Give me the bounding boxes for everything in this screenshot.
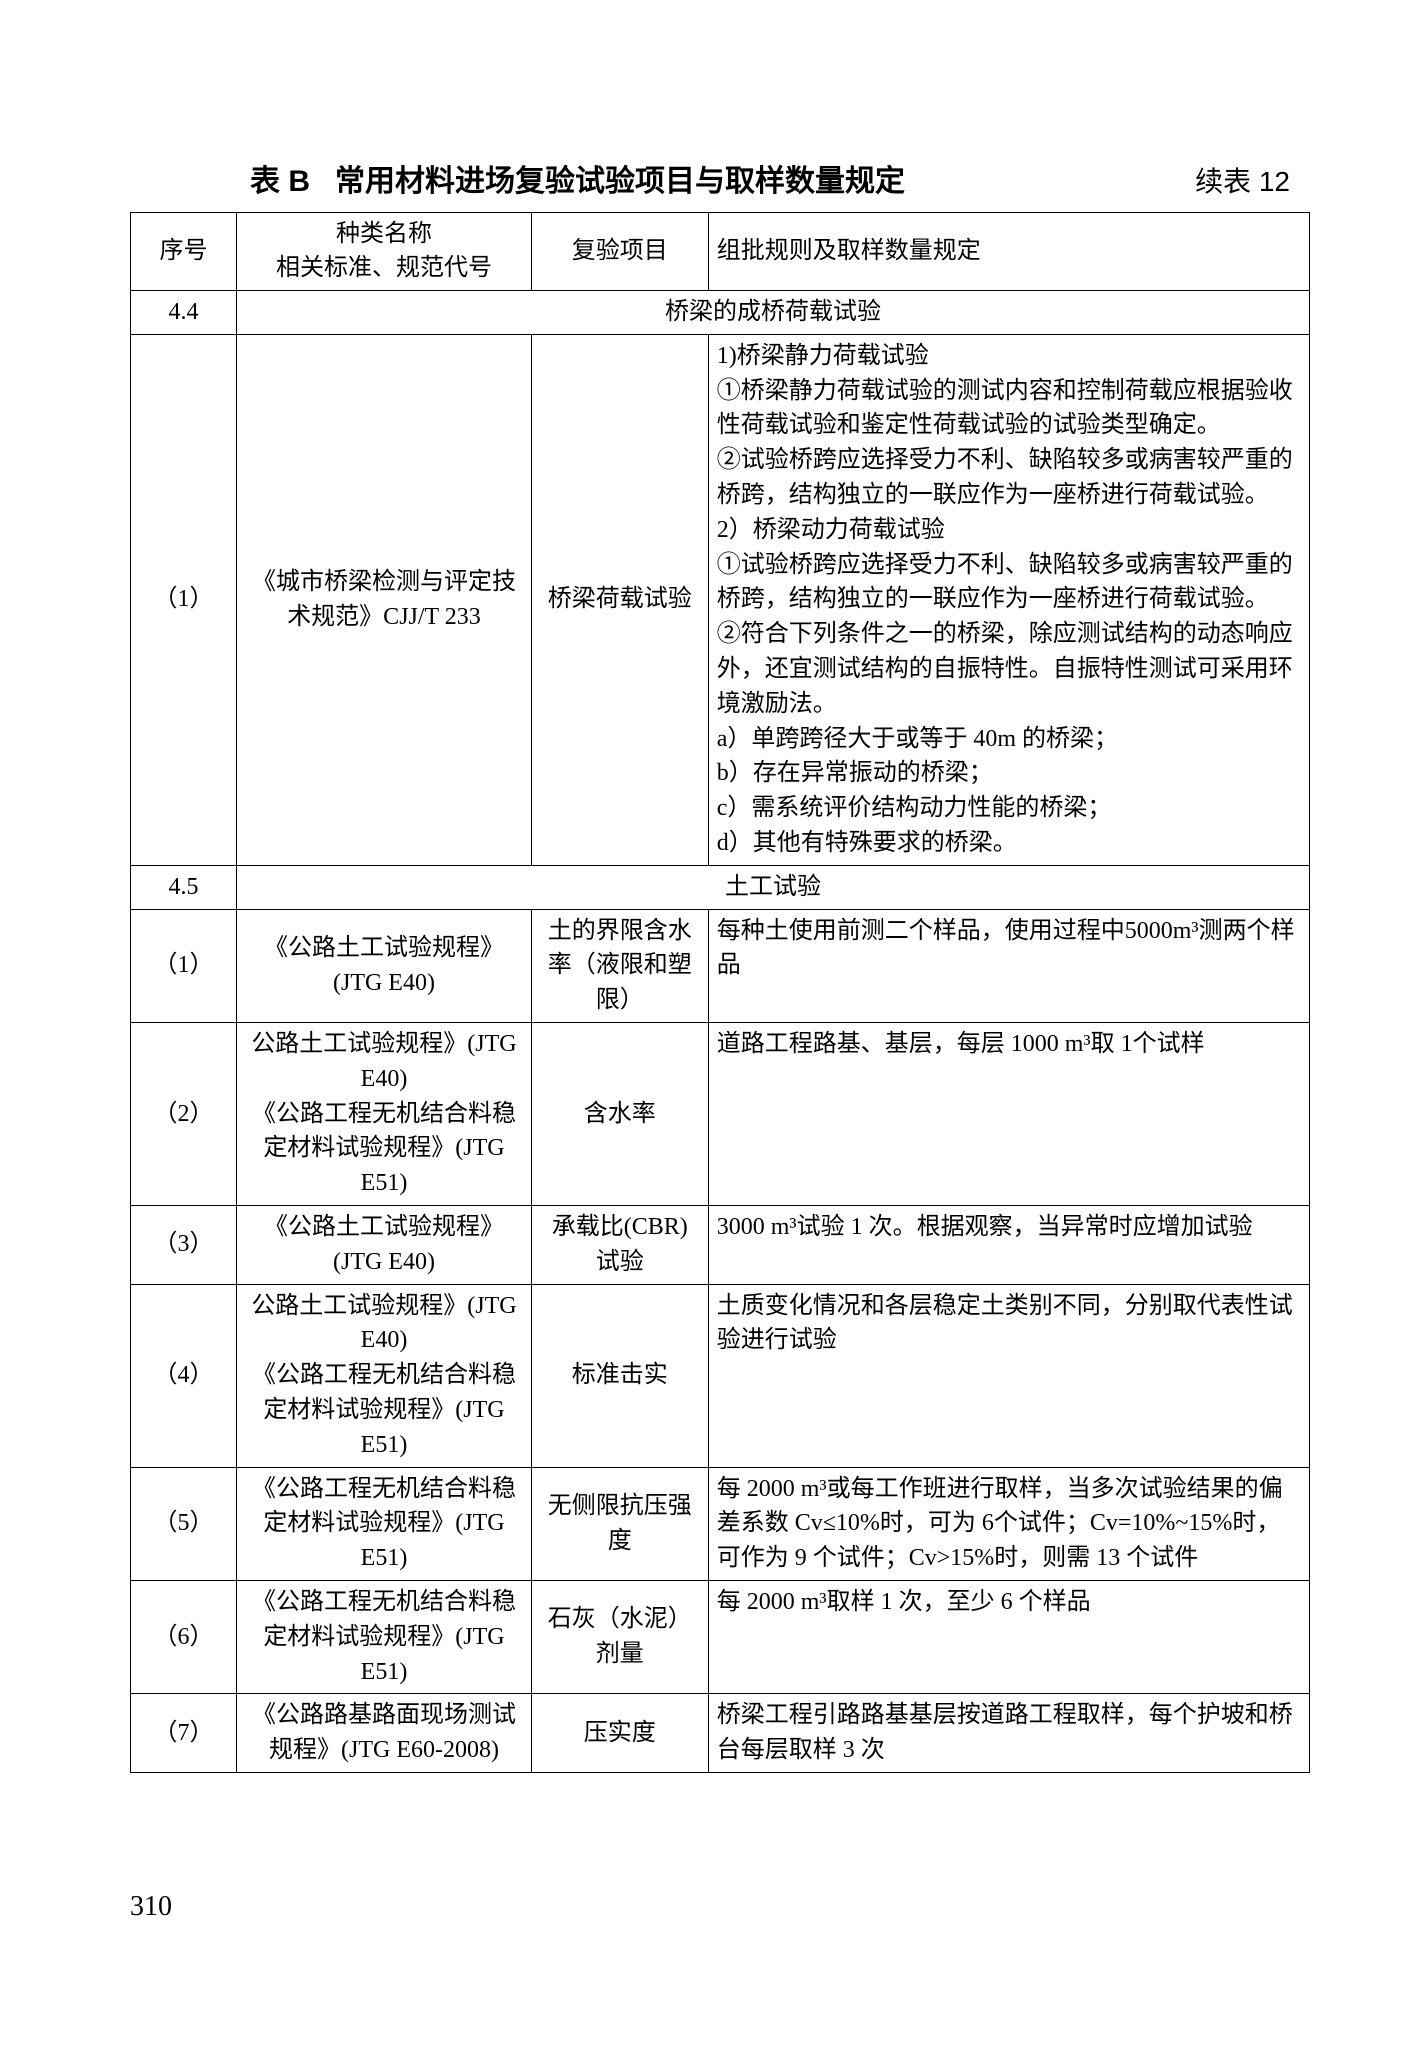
- row-seq: （2）: [131, 1023, 237, 1206]
- row-rule: 道路工程路基、基层，每层 1000 m³取 1个试样: [708, 1023, 1309, 1206]
- header-rule: 组批规则及取样数量规定: [708, 212, 1309, 291]
- row-name: 公路土工试验规程》(JTG E40) 《公路工程无机结合料稳定材料试验规程》(J…: [237, 1023, 532, 1206]
- table-row: （2）公路土工试验规程》(JTG E40) 《公路工程无机结合料稳定材料试验规程…: [131, 1023, 1310, 1206]
- row-seq: （6）: [131, 1580, 237, 1693]
- header-test: 复验项目: [531, 212, 708, 291]
- row-name: 《城市桥梁检测与评定技术规范》CJJ/T 233: [237, 334, 532, 865]
- row-rule: 每种土使用前测二个样品，使用过程中5000m³测两个样品: [708, 909, 1309, 1022]
- row-test: 承载比(CBR)试验: [531, 1206, 708, 1285]
- row-seq: （4）: [131, 1284, 237, 1467]
- row-rule: 每 2000 m³取样 1 次，至少 6 个样品: [708, 1580, 1309, 1693]
- page-number: 310: [130, 1887, 172, 1928]
- title-continuation: 续表 12: [1195, 162, 1290, 203]
- table-title: 表 B 常用材料进场复验试验项目与取样数量规定 续表 12: [130, 160, 1310, 204]
- row-test: 标准击实: [531, 1284, 708, 1467]
- header-seq: 序号: [131, 212, 237, 291]
- row-name: 《公路土工试验规程》(JTG E40): [237, 1206, 532, 1285]
- title-main: 常用材料进场复验试验项目与取样数量规定: [335, 165, 905, 198]
- table-row: （1）《公路土工试验规程》(JTG E40)土的界限含水率（液限和塑限）每种土使…: [131, 909, 1310, 1022]
- table-header: 序号 种类名称 相关标准、规范代号 复验项目 组批规则及取样数量规定: [131, 212, 1310, 291]
- row-test: 桥梁荷载试验: [531, 334, 708, 865]
- table-row: （5）《公路工程无机结合料稳定材料试验规程》(JTG E51)无侧限抗压强度每 …: [131, 1467, 1310, 1580]
- row-rule: 桥梁工程引路路基基层按道路工程取样，每个护坡和桥台每层取样 3 次: [708, 1694, 1309, 1773]
- row-seq: （5）: [131, 1467, 237, 1580]
- row-name: 《公路土工试验规程》(JTG E40): [237, 909, 532, 1022]
- row-rule: 3000 m³试验 1 次。根据观察，当异常时应增加试验: [708, 1206, 1309, 1285]
- header-name: 种类名称 相关标准、规范代号: [237, 212, 532, 291]
- section-title: 桥梁的成桥荷载试验: [237, 291, 1310, 335]
- section-row: 4.5土工试验: [131, 865, 1310, 909]
- table-row: （7）《公路路基路面现场测试规程》(JTG E60-2008)压实度桥梁工程引路…: [131, 1694, 1310, 1773]
- row-test: 土的界限含水率（液限和塑限）: [531, 909, 708, 1022]
- row-test: 石灰（水泥）剂量: [531, 1580, 708, 1693]
- table-row: （1）《城市桥梁检测与评定技术规范》CJJ/T 233桥梁荷载试验1)桥梁静力荷…: [131, 334, 1310, 865]
- table-row: （4）公路土工试验规程》(JTG E40) 《公路工程无机结合料稳定材料试验规程…: [131, 1284, 1310, 1467]
- row-test: 无侧限抗压强度: [531, 1467, 708, 1580]
- row-test: 含水率: [531, 1023, 708, 1206]
- table-row: （6）《公路工程无机结合料稳定材料试验规程》(JTG E51)石灰（水泥）剂量每…: [131, 1580, 1310, 1693]
- row-name: 公路土工试验规程》(JTG E40) 《公路工程无机结合料稳定材料试验规程》(J…: [237, 1284, 532, 1467]
- row-rule: 每 2000 m³或每工作班进行取样，当多次试验结果的偏差系数 Cv≤10%时，…: [708, 1467, 1309, 1580]
- row-name: 《公路工程无机结合料稳定材料试验规程》(JTG E51): [237, 1467, 532, 1580]
- section-seq: 4.4: [131, 291, 237, 335]
- spec-table: 序号 种类名称 相关标准、规范代号 复验项目 组批规则及取样数量规定 4.4桥梁…: [130, 212, 1310, 1773]
- section-title: 土工试验: [237, 865, 1310, 909]
- row-name: 《公路路基路面现场测试规程》(JTG E60-2008): [237, 1694, 532, 1773]
- row-rule: 1)桥梁静力荷载试验 ①桥梁静力荷载试验的测试内容和控制荷载应根据验收性荷载试验…: [708, 334, 1309, 865]
- table-row: （3）《公路土工试验规程》(JTG E40)承载比(CBR)试验3000 m³试…: [131, 1206, 1310, 1285]
- row-seq: （1）: [131, 334, 237, 865]
- section-seq: 4.5: [131, 865, 237, 909]
- title-prefix: 表 B: [250, 165, 310, 198]
- row-seq: （1）: [131, 909, 237, 1022]
- section-row: 4.4桥梁的成桥荷载试验: [131, 291, 1310, 335]
- row-name: 《公路工程无机结合料稳定材料试验规程》(JTG E51): [237, 1580, 532, 1693]
- row-test: 压实度: [531, 1694, 708, 1773]
- row-seq: （3）: [131, 1206, 237, 1285]
- row-rule: 土质变化情况和各层稳定土类别不同，分别取代表性试验进行试验: [708, 1284, 1309, 1467]
- row-seq: （7）: [131, 1694, 237, 1773]
